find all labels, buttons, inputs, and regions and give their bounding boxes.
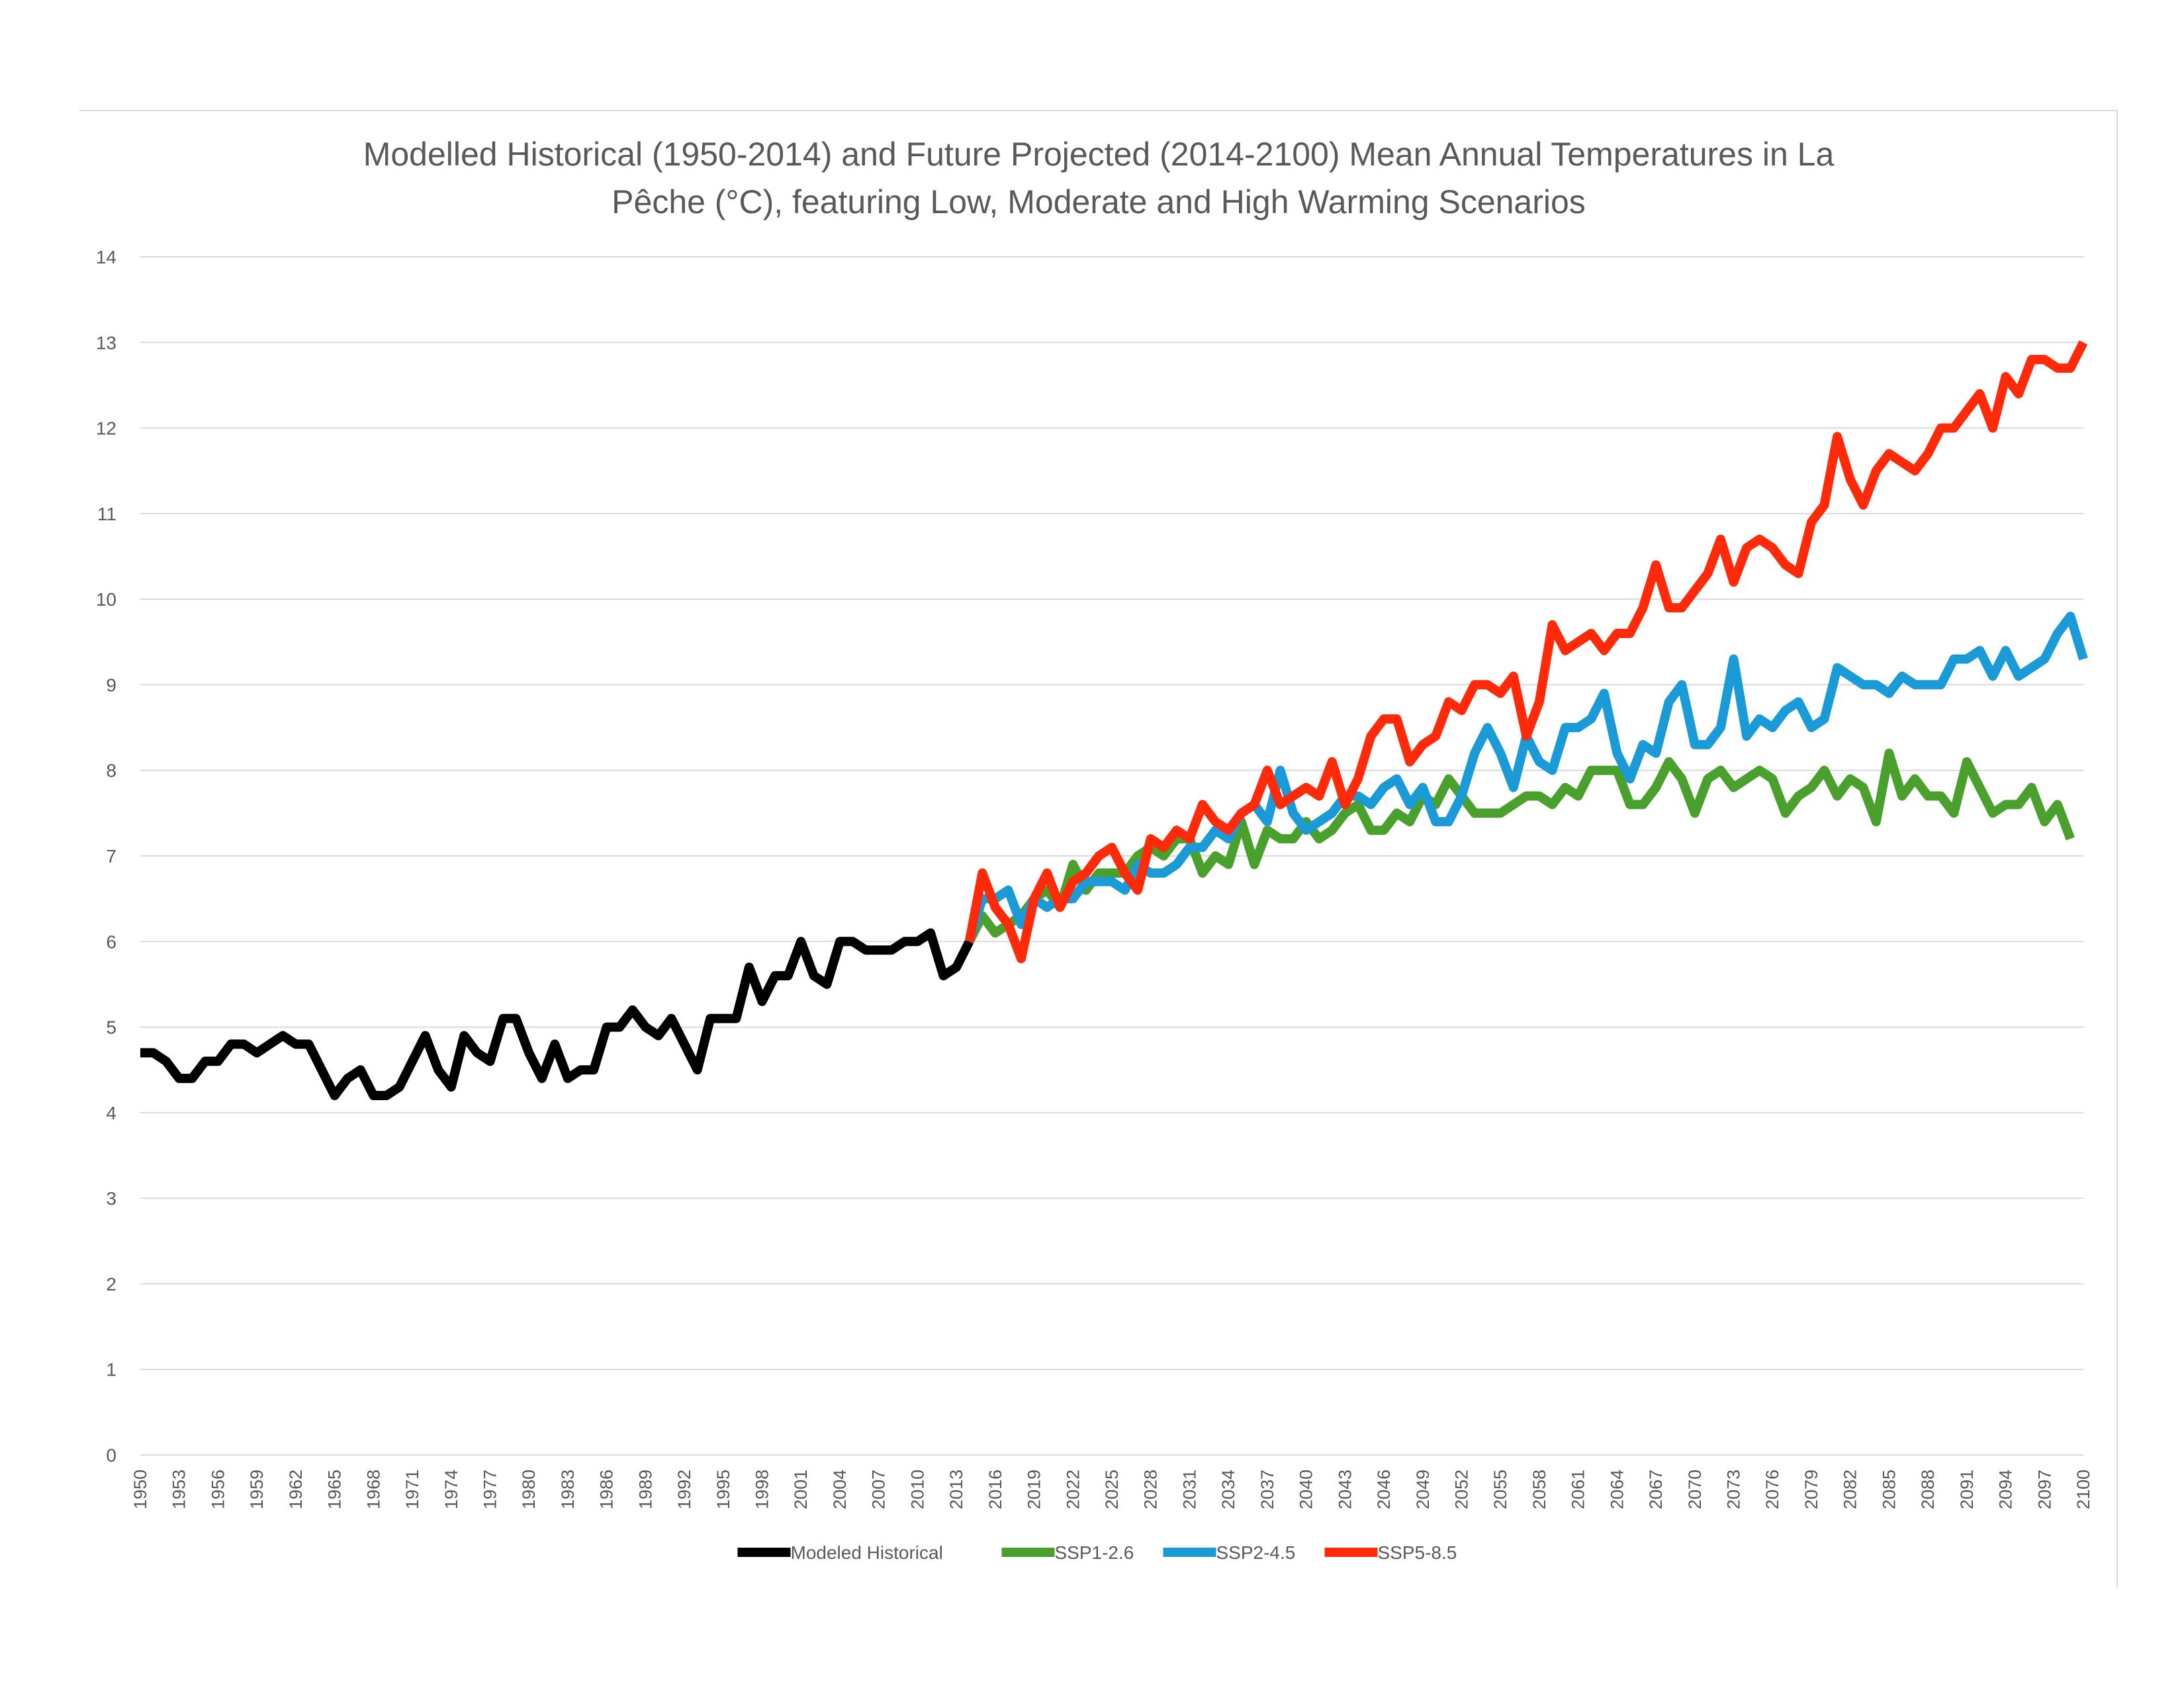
- x-tick-label: 1962: [286, 1470, 306, 1509]
- x-tick-label: 2031: [1179, 1470, 1199, 1509]
- x-tick-label: 2034: [1218, 1470, 1238, 1509]
- x-tick-label: 2049: [1413, 1470, 1433, 1509]
- y-tick-label: 9: [106, 675, 116, 695]
- x-tick-label: 2013: [946, 1470, 966, 1509]
- y-tick-label: 8: [106, 761, 116, 781]
- x-tick-label: 1977: [480, 1470, 500, 1509]
- x-tick-label: 2100: [2073, 1470, 2093, 1509]
- x-tick-label: 1950: [130, 1470, 150, 1509]
- x-tick-label: 2007: [869, 1470, 889, 1509]
- y-tick-label: 11: [97, 504, 116, 524]
- x-tick-label: 2058: [1529, 1470, 1549, 1509]
- x-tick-label: 2016: [985, 1470, 1005, 1509]
- series-line-modeled-historical: [140, 928, 974, 1100]
- legend: Modeled Historical SSP1-2.6 SSP2-4.5 SSP5-8…: [737, 1542, 1457, 1563]
- chart-title-line-2: Pêche (°C), featuring Low, Moderate and …: [612, 183, 1586, 220]
- x-tick-label: 2088: [1918, 1470, 1938, 1509]
- chart-title-line-1: Modelled Historical (1950-2014) and Futu…: [363, 136, 1835, 173]
- gridlines: [140, 256, 2083, 1456]
- x-tick-label: 2040: [1297, 1470, 1316, 1509]
- chart-title: Modelled Historical (1950-2014) and Futu…: [363, 136, 1835, 220]
- x-tick-label: 1965: [325, 1470, 345, 1509]
- x-tick-label: 2085: [1879, 1470, 1899, 1509]
- x-tick-label: 2064: [1607, 1470, 1627, 1509]
- series-lines: [140, 340, 2088, 1100]
- x-tick-label: 2025: [1102, 1470, 1122, 1509]
- x-tick-label: 1959: [247, 1470, 267, 1509]
- x-tick-label: 1983: [558, 1470, 578, 1509]
- y-tick-label: 14: [96, 247, 116, 267]
- x-tick-label: 1980: [519, 1470, 539, 1509]
- series-line-ssp5-8-5: [964, 340, 2088, 964]
- x-tick-label: 1992: [674, 1470, 694, 1509]
- x-tick-label: 1974: [441, 1470, 461, 1509]
- x-tick-label: 2097: [2034, 1470, 2054, 1509]
- series-line-ssp1-2-6: [965, 748, 2075, 944]
- x-tick-label: 2043: [1335, 1470, 1355, 1509]
- x-tick-label: 2001: [791, 1470, 811, 1509]
- y-tick-label: 6: [106, 931, 116, 952]
- y-tick-label: 2: [106, 1274, 116, 1294]
- x-tick-label: 2070: [1685, 1470, 1705, 1509]
- y-tick-label: 4: [106, 1103, 116, 1123]
- x-tick-label: 2076: [1762, 1470, 1782, 1509]
- x-tick-label: 2046: [1374, 1470, 1394, 1509]
- x-tick-label: 2079: [1801, 1470, 1821, 1509]
- x-tick-label: 1971: [402, 1470, 422, 1509]
- x-tick-label: 2052: [1451, 1470, 1471, 1509]
- legend-label-modeled-historical: Modeled Historical: [791, 1542, 943, 1563]
- x-tick-label: 1956: [208, 1470, 228, 1509]
- y-tick-label: 1: [106, 1360, 116, 1380]
- y-tick-label: 0: [106, 1445, 116, 1466]
- y-tick-label: 3: [106, 1188, 116, 1209]
- x-tick-label: 2019: [1024, 1470, 1044, 1509]
- legend-label-ssp1-2-6: SSP1-2.6: [1055, 1542, 1134, 1563]
- x-tick-label: 2022: [1063, 1470, 1083, 1509]
- x-tick-label: 2082: [1841, 1470, 1860, 1509]
- x-tick-label: 2073: [1724, 1470, 1744, 1509]
- x-tick-label: 2094: [1996, 1470, 2016, 1509]
- x-tick-label: 1998: [752, 1470, 772, 1509]
- chart-frame: [79, 110, 2118, 1589]
- y-tick-label: 13: [96, 332, 116, 353]
- legend-label-ssp2-4-5: SSP2-4.5: [1216, 1542, 1296, 1563]
- x-tick-label: 2067: [1646, 1470, 1666, 1509]
- x-tick-label: 1986: [597, 1470, 617, 1509]
- x-tick-label: 1953: [169, 1470, 189, 1509]
- x-tick-label: 2091: [1957, 1470, 1977, 1509]
- x-tick-label: 2004: [830, 1470, 850, 1509]
- x-tick-label: 2037: [1257, 1470, 1277, 1509]
- y-tick-label: 7: [106, 846, 116, 867]
- legend-label-ssp5-8-5: SSP5-8.5: [1378, 1542, 1457, 1563]
- x-tick-label: 2061: [1569, 1470, 1588, 1509]
- x-tick-label: 2028: [1141, 1470, 1161, 1509]
- y-tick-label: 5: [106, 1017, 116, 1038]
- x-tick-label: 1995: [713, 1470, 733, 1509]
- x-tick-label: 1968: [363, 1470, 383, 1509]
- y-tick-label: 12: [96, 418, 116, 439]
- y-tick-label: 10: [96, 589, 116, 610]
- x-tick-label: 2055: [1490, 1470, 1510, 1509]
- x-tick-label: 1989: [635, 1470, 655, 1509]
- x-axis-tick-labels: 1950 1953 1956 1959 1962 1965 1968 1971 1974 1977…: [130, 1470, 2093, 1509]
- x-tick-label: 2010: [907, 1470, 927, 1509]
